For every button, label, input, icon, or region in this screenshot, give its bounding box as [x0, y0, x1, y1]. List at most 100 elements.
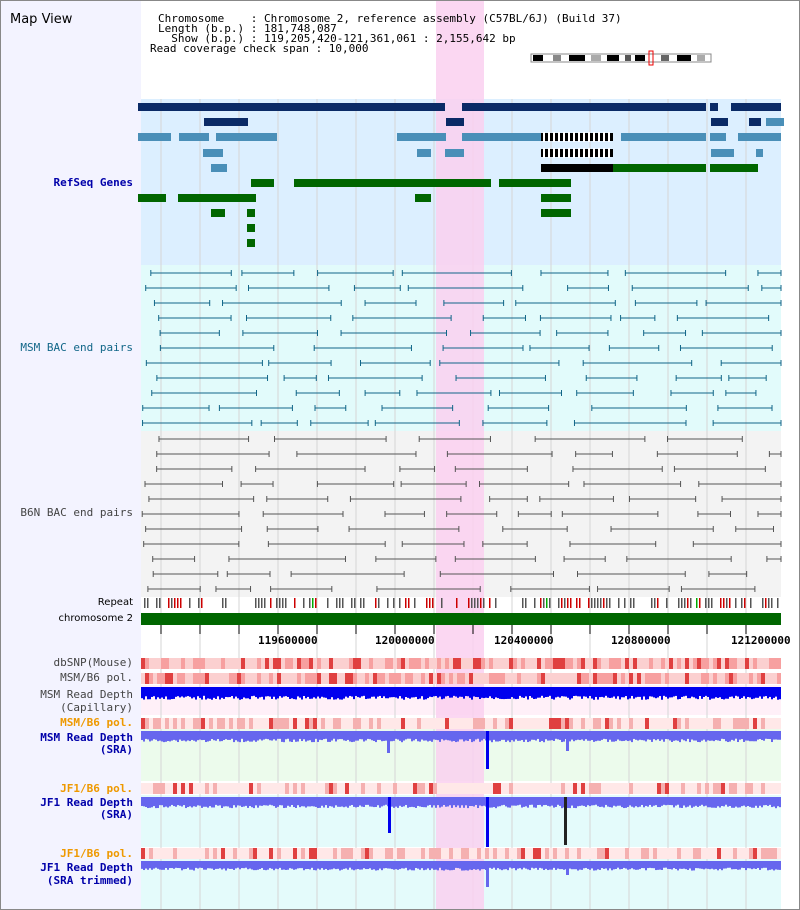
msm-b6-pol-density: [173, 673, 177, 684]
repeat-mark: [156, 598, 158, 608]
jf1-sra-depth: [223, 797, 225, 807]
jf1-sra-depth: [595, 797, 597, 805]
msm-b6-pol2-density: [265, 718, 269, 729]
msm-b6-pol-density: [533, 673, 537, 684]
jf1-sra-depth: [441, 797, 443, 807]
repeat-mark: [609, 598, 611, 608]
msm-sra-depth: [317, 731, 319, 742]
msm-b6-pol-density: [233, 673, 237, 684]
dbsnp-density: [705, 658, 709, 669]
msm-capillary-depth: [277, 687, 279, 699]
track-label-msm-bac[interactable]: MSM BAC end pairs: [20, 341, 133, 354]
msm-capillary-depth: [577, 687, 579, 697]
jf1-b6-pol-density: [181, 783, 185, 794]
jf1-trim-depth: [545, 861, 547, 869]
jf1-sra-depth: [185, 797, 187, 809]
gene-feature: [711, 118, 728, 126]
jf1-b6-pol-density: [241, 783, 245, 794]
jf1-trim-depth: [461, 861, 463, 871]
jf1-sra-depth: [493, 797, 495, 808]
msm-sra-depth: [413, 731, 415, 741]
msm-b6-pol-density: [509, 673, 513, 684]
exon-tick: [543, 148, 545, 158]
msm-sra-depth: [421, 731, 423, 740]
msm-b6-pol-density: [537, 673, 541, 684]
msm-capillary-depth: [529, 687, 531, 697]
msm-sra-depth: [285, 731, 287, 740]
msm-capillary-depth: [543, 687, 545, 698]
msm-b6-pol-density: [681, 673, 685, 684]
jf1-sra-depth: [771, 797, 773, 808]
jf1-sra-depth: [147, 797, 149, 809]
jf1-trim-depth: [229, 861, 231, 869]
jf1-sra-depth: [505, 797, 507, 807]
jf1-b6-pol2-density: [633, 848, 637, 859]
jf1-sra-depth: [417, 797, 419, 806]
jf1-sra-depth: [237, 797, 239, 806]
msm-b6-pol-density: [613, 673, 617, 684]
jf1-sra-depth: [689, 797, 691, 806]
track-label-b6n-bac[interactable]: B6N BAC end pairs: [20, 506, 133, 519]
msm-sra-depth: [725, 731, 727, 742]
msm-b6-pol-density: [629, 673, 633, 684]
msm-b6-pol-density: [513, 673, 517, 684]
msm-capillary-depth: [653, 687, 655, 698]
jf1-b6-pol-density: [709, 783, 713, 794]
jf1-b6-pol-density: [457, 783, 461, 794]
jf1-sra-depth-spike: [388, 797, 391, 833]
jf1-sra-depth: [463, 797, 465, 808]
msm-sra-depth: [563, 731, 565, 742]
msm-sra-depth: [425, 731, 427, 741]
msm-capillary-depth: [395, 687, 397, 698]
msm-capillary-depth: [489, 687, 491, 697]
msm-b6-pol2-density: [197, 718, 201, 729]
msm-sra-depth: [187, 731, 189, 741]
repeat-mark: [600, 598, 602, 608]
msm-capillary-depth: [643, 687, 645, 697]
dbsnp-density: [293, 658, 297, 669]
track-label-refseq[interactable]: RefSeq Genes: [53, 176, 133, 189]
jf1-b6-pol2-density: [537, 848, 541, 859]
jf1-trim-depth: [401, 861, 403, 869]
dbsnp-density: [673, 658, 677, 669]
msm-b6-pol2-density: [765, 718, 769, 729]
axis-tick-label: 121200000: [731, 634, 791, 647]
msm-b6-pol2-density: [713, 718, 717, 729]
msm-sra-depth: [537, 731, 539, 739]
jf1-b6-pol-density: [337, 783, 341, 794]
msm-b6-pol-density: [441, 673, 445, 684]
msm-b6-pol-density: [189, 673, 193, 684]
dbsnp-density: [157, 658, 161, 669]
jf1-b6-pol-density: [273, 783, 277, 794]
jf1-b6-pol-density: [465, 783, 469, 794]
jf1-trim-depth: [605, 861, 607, 869]
jf1-trim-depth: [307, 861, 309, 869]
jf1-trim-depth: [551, 861, 553, 870]
jf1-sra-depth: [289, 797, 291, 807]
dbsnp-density: [621, 658, 625, 669]
msm-sra-depth: [505, 731, 507, 742]
repeat-mark: [168, 598, 170, 608]
jf1-b6-pol2-density: [473, 848, 477, 859]
jf1-b6-pol-density: [773, 783, 777, 794]
msm-capillary-depth: [449, 687, 451, 698]
gene-feature: [541, 133, 613, 141]
msm-sra-depth: [507, 731, 509, 741]
jf1-trim-depth: [351, 861, 353, 870]
jf1-sra-depth: [393, 797, 395, 808]
msm-capillary-depth: [393, 687, 395, 698]
msm-sra-depth: [757, 731, 759, 740]
msm-b6-pol-density: [765, 673, 769, 684]
track-label-chromosome: chromosome 2: [58, 613, 133, 624]
msm-b6-pol2-density: [193, 718, 197, 729]
jf1-b6-pol2-density: [225, 848, 229, 859]
msm-b6-pol-density: [649, 673, 653, 684]
jf1-b6-pol2-density: [453, 848, 457, 859]
msm-sra-depth: [183, 731, 185, 741]
msm-b6-pol-density: [645, 673, 649, 684]
dbsnp-density: [193, 658, 197, 669]
msm-b6-pol-density: [141, 673, 145, 684]
jf1-trim-depth: [517, 861, 519, 869]
